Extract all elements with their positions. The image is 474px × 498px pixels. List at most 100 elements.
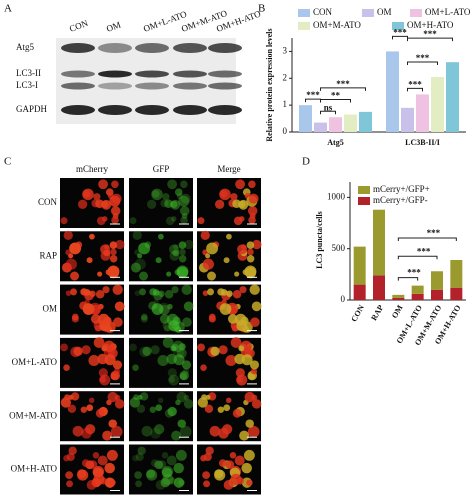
- cell: [132, 455, 139, 462]
- significance-bracket: [397, 237, 457, 241]
- cell: [202, 258, 214, 270]
- cell: [178, 479, 185, 486]
- blot-band: [135, 43, 169, 53]
- cell: [97, 313, 110, 326]
- cell: [155, 480, 166, 490]
- cell: [115, 239, 125, 250]
- bar: [329, 117, 342, 132]
- blot-band: [135, 105, 169, 115]
- cell: [219, 190, 228, 198]
- cell: [82, 303, 95, 315]
- cell: [137, 446, 146, 455]
- bar-segment: [353, 284, 366, 300]
- cell: [168, 374, 180, 386]
- cell: [167, 368, 177, 378]
- legend-label: OM+M-ATO: [313, 20, 361, 30]
- cell: [88, 354, 100, 367]
- legend-label: CON: [313, 7, 333, 17]
- cell: [63, 230, 73, 241]
- row-label: OM+M-ATO: [9, 410, 57, 420]
- blot-band: [173, 82, 207, 90]
- cell: [77, 199, 88, 209]
- blot-band: [135, 82, 169, 90]
- cell: [151, 303, 164, 315]
- significance-label: ns: [324, 102, 333, 112]
- cell: [154, 424, 165, 435]
- cell: [100, 244, 111, 255]
- cell: [203, 480, 211, 488]
- bar-segment: [353, 246, 366, 285]
- significance-bracket: [320, 99, 351, 103]
- bar-segment: [373, 209, 385, 276]
- cell: [149, 406, 157, 413]
- significance-bracket: [397, 277, 419, 281]
- significance-label: **: [331, 91, 341, 101]
- cell: [81, 428, 92, 439]
- bar-segment: [411, 285, 424, 294]
- cell: [205, 446, 214, 455]
- cell: [247, 372, 256, 381]
- cell: [88, 397, 95, 404]
- cell: [172, 249, 180, 257]
- cell: [208, 313, 216, 321]
- cell: [129, 343, 137, 352]
- panel-label: B: [258, 3, 265, 15]
- y-tick-label: 3: [283, 45, 288, 55]
- cell: [229, 452, 237, 459]
- cell: [202, 471, 211, 480]
- bar: [299, 105, 312, 132]
- cell: [246, 255, 255, 263]
- bar: [416, 94, 429, 132]
- cell: [129, 397, 141, 408]
- cell: [203, 452, 212, 462]
- cell: [129, 217, 137, 225]
- bar-segment: [392, 294, 405, 298]
- cell: [200, 364, 207, 371]
- cell: [179, 372, 188, 381]
- cell: [95, 290, 105, 299]
- significance-label: ***: [407, 268, 421, 278]
- cell: [235, 179, 245, 190]
- blot-band: [173, 70, 207, 78]
- cell: [101, 199, 112, 210]
- cell: [209, 425, 221, 437]
- cell: [179, 248, 186, 256]
- legend-swatch: [358, 197, 370, 205]
- cell: [173, 462, 184, 474]
- cell: [162, 337, 174, 348]
- significance-bracket: [320, 87, 366, 91]
- cell: [109, 479, 116, 486]
- significance-label: ***: [306, 90, 320, 100]
- cell: [168, 477, 176, 485]
- cell: [157, 354, 169, 367]
- cell: [180, 216, 188, 224]
- significance-label: ***: [416, 53, 430, 63]
- cell: [206, 242, 219, 255]
- legend-swatch: [298, 22, 310, 30]
- cell: [149, 288, 157, 296]
- cell: [86, 480, 97, 490]
- cell: [162, 473, 174, 486]
- cell: [183, 394, 190, 401]
- legend-label: mCerry+/GFP+: [373, 184, 430, 194]
- cell: [135, 452, 144, 462]
- cell: [60, 343, 68, 352]
- panel-label: D: [302, 156, 310, 168]
- cell: [95, 408, 105, 418]
- cell: [218, 345, 228, 355]
- cell: [251, 399, 262, 409]
- cell: [80, 288, 88, 296]
- legend-swatch: [392, 22, 404, 30]
- cell: [92, 452, 100, 459]
- legend-swatch: [410, 9, 422, 17]
- cell: [249, 360, 260, 370]
- cell: [248, 193, 259, 204]
- y-tick-label: 500: [332, 243, 346, 253]
- cell: [137, 394, 143, 400]
- cell: [96, 216, 106, 226]
- cell: [223, 404, 231, 412]
- cell: [112, 284, 123, 295]
- cell: [89, 290, 96, 297]
- bar-segment: [373, 275, 385, 300]
